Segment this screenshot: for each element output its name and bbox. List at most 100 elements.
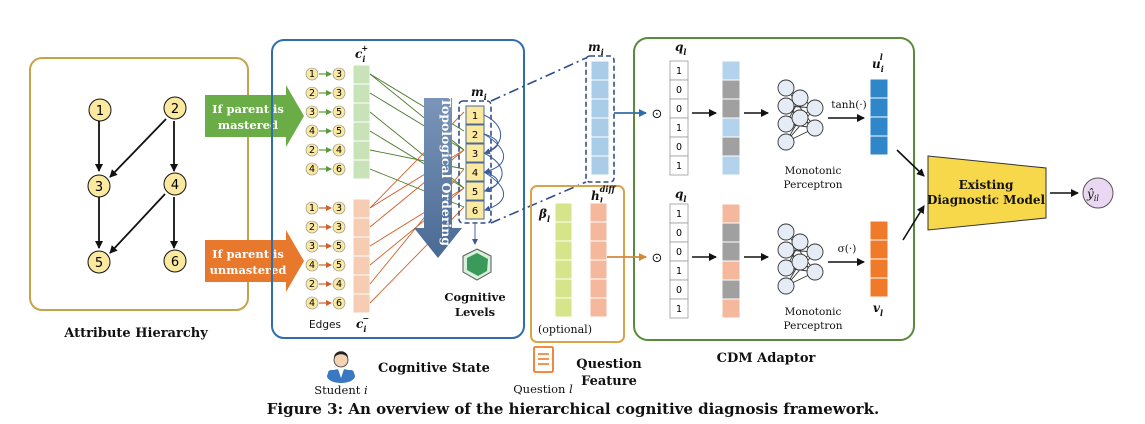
- svg-text:6: 6: [336, 164, 342, 175]
- prediction-node: ŷil: [1082, 177, 1114, 209]
- svg-text:5: 5: [336, 241, 342, 252]
- svg-text:4: 4: [309, 164, 315, 175]
- perceptron-label-top-2: Perceptron: [784, 179, 843, 191]
- q-vector-bottom: 1 0 0 1 0 1: [669, 203, 689, 319]
- edge-unmastered-4: 4 5: [305, 258, 346, 272]
- tanh-label: tanh(·): [831, 99, 867, 111]
- cognitive-state-panel: ci+ 1 3 2 3: [271, 39, 525, 339]
- svg-text:4: 4: [336, 145, 342, 156]
- svg-text:1: 1: [676, 66, 682, 77]
- svg-text:2: 2: [309, 222, 315, 233]
- perceptron-label-top: Monotonic: [785, 165, 842, 177]
- student-label: Student i: [314, 383, 368, 397]
- hierarchy-node-2: 2: [163, 96, 187, 120]
- topological-ordering-arrow: Topological Ordering: [414, 98, 462, 258]
- figure-caption: Figure 3: An overview of the hierarchica…: [267, 400, 879, 418]
- v-vector: [869, 220, 889, 298]
- svg-text:3: 3: [336, 69, 342, 80]
- cdm-m-dashed-box: [585, 55, 615, 183]
- beta-label: βl: [538, 207, 550, 224]
- v-label: vl: [873, 301, 883, 318]
- edge-unmastered-6: 4 6: [305, 296, 346, 310]
- svg-text:1: 1: [96, 104, 104, 119]
- cognitive-levels-icon: [462, 248, 492, 281]
- svg-text:3: 3: [309, 107, 315, 118]
- svg-text:4: 4: [472, 168, 478, 179]
- svg-text:1: 1: [309, 69, 315, 80]
- monotonic-perceptron-top: [777, 79, 824, 151]
- edge-mastered-3: 3 5: [305, 105, 346, 119]
- edges-mastered-list: 1 3 2 3 3 5 4: [305, 67, 346, 176]
- svg-text:Topological Ordering: Topological Ordering: [439, 98, 454, 246]
- svg-text:5: 5: [336, 126, 342, 137]
- beta-vector: [554, 202, 573, 318]
- svg-text:5: 5: [336, 260, 342, 271]
- u-label: uil: [872, 52, 884, 74]
- edge-mastered-1: 1 3: [305, 67, 346, 81]
- perceptron-label-bottom-2: Perceptron: [784, 320, 843, 332]
- hierarchy-node-4: 4: [163, 172, 187, 196]
- edge-mastered-2: 2 3: [305, 86, 346, 100]
- svg-text:If parent is: If parent is: [212, 102, 284, 116]
- svg-text:If parent is: If parent is: [212, 247, 284, 261]
- u-vector: [869, 78, 889, 156]
- svg-text:1: 1: [676, 161, 682, 172]
- c-plus-vector: [352, 64, 371, 180]
- svg-text:2: 2: [171, 102, 179, 117]
- svg-text:Existing: Existing: [959, 178, 1014, 192]
- monotonic-perceptron-bottom: [777, 223, 824, 295]
- svg-text:0: 0: [676, 104, 682, 115]
- masked-vector-top: [721, 60, 741, 176]
- q-label-bottom: ql: [675, 187, 686, 204]
- svg-text:unmastered: unmastered: [210, 263, 287, 277]
- edge-unmastered-1: 1 3: [305, 201, 346, 215]
- svg-text:2: 2: [309, 279, 315, 290]
- m-label: mi: [471, 85, 487, 102]
- cdm-adaptor-frame: [633, 37, 915, 341]
- question-feature-frame: [530, 185, 625, 343]
- svg-text:1: 1: [676, 209, 682, 220]
- svg-text:6: 6: [171, 255, 179, 270]
- edge-mastered-4: 4 5: [305, 124, 346, 138]
- edges-unmastered-list: 1 3 2 3 3 5 4: [305, 201, 346, 310]
- svg-text:4: 4: [171, 178, 179, 193]
- unmastered-banner: If parent is unmastered: [205, 230, 304, 292]
- optional-label: (optional): [538, 323, 592, 336]
- student-icon: [327, 351, 355, 383]
- attribute-hierarchy-frame: [29, 57, 249, 311]
- svg-text:0: 0: [676, 285, 682, 296]
- svg-text:2: 2: [309, 145, 315, 156]
- svg-text:3: 3: [336, 203, 342, 214]
- edge-unmastered-3: 3 5: [305, 239, 346, 253]
- question-label: Question l: [513, 382, 573, 396]
- svg-text:1: 1: [309, 203, 315, 214]
- q-vector-top: 1 0 0 1 0 1: [669, 60, 689, 176]
- svg-text:4: 4: [309, 260, 315, 271]
- svg-text:ŷil: ŷil: [1086, 187, 1099, 203]
- edge-unmastered-2: 2 3: [305, 220, 346, 234]
- c-minus-label: ci−: [356, 313, 369, 334]
- attribute-hierarchy-panel: 1 2 3 4 5 6 Attribute Hierarchy: [29, 57, 249, 341]
- svg-text:5: 5: [95, 256, 103, 271]
- cognitive-state-frame: [271, 39, 525, 339]
- question-feature-title-2: Feature: [581, 374, 637, 389]
- question-feature-panel: βl hldiff (optional): [530, 184, 625, 343]
- cdm-adaptor-panel: mi ⊙ ⊙ ql 1 0 0 1 0: [585, 37, 915, 366]
- edge-unmastered-5: 2 4: [305, 277, 346, 291]
- svg-text:2: 2: [309, 88, 315, 99]
- c-minus-vector: [352, 198, 371, 314]
- svg-text:4: 4: [309, 298, 315, 309]
- svg-text:1: 1: [676, 123, 682, 134]
- svg-text:3: 3: [309, 241, 315, 252]
- cdm-adaptor-title: CDM Adaptor: [717, 351, 816, 366]
- sigma-label: σ(·): [838, 243, 857, 255]
- zoom-lines: [490, 57, 587, 224]
- hadamard-top: ⊙: [652, 107, 663, 122]
- mastered-banner: If parent is mastered: [205, 85, 304, 147]
- svg-text:5: 5: [336, 107, 342, 118]
- svg-text:Diagnostic Model: Diagnostic Model: [927, 193, 1046, 207]
- svg-text:4: 4: [336, 279, 342, 290]
- svg-text:0: 0: [676, 85, 682, 96]
- m-vector: 1 2 3 4 5 6: [465, 105, 485, 220]
